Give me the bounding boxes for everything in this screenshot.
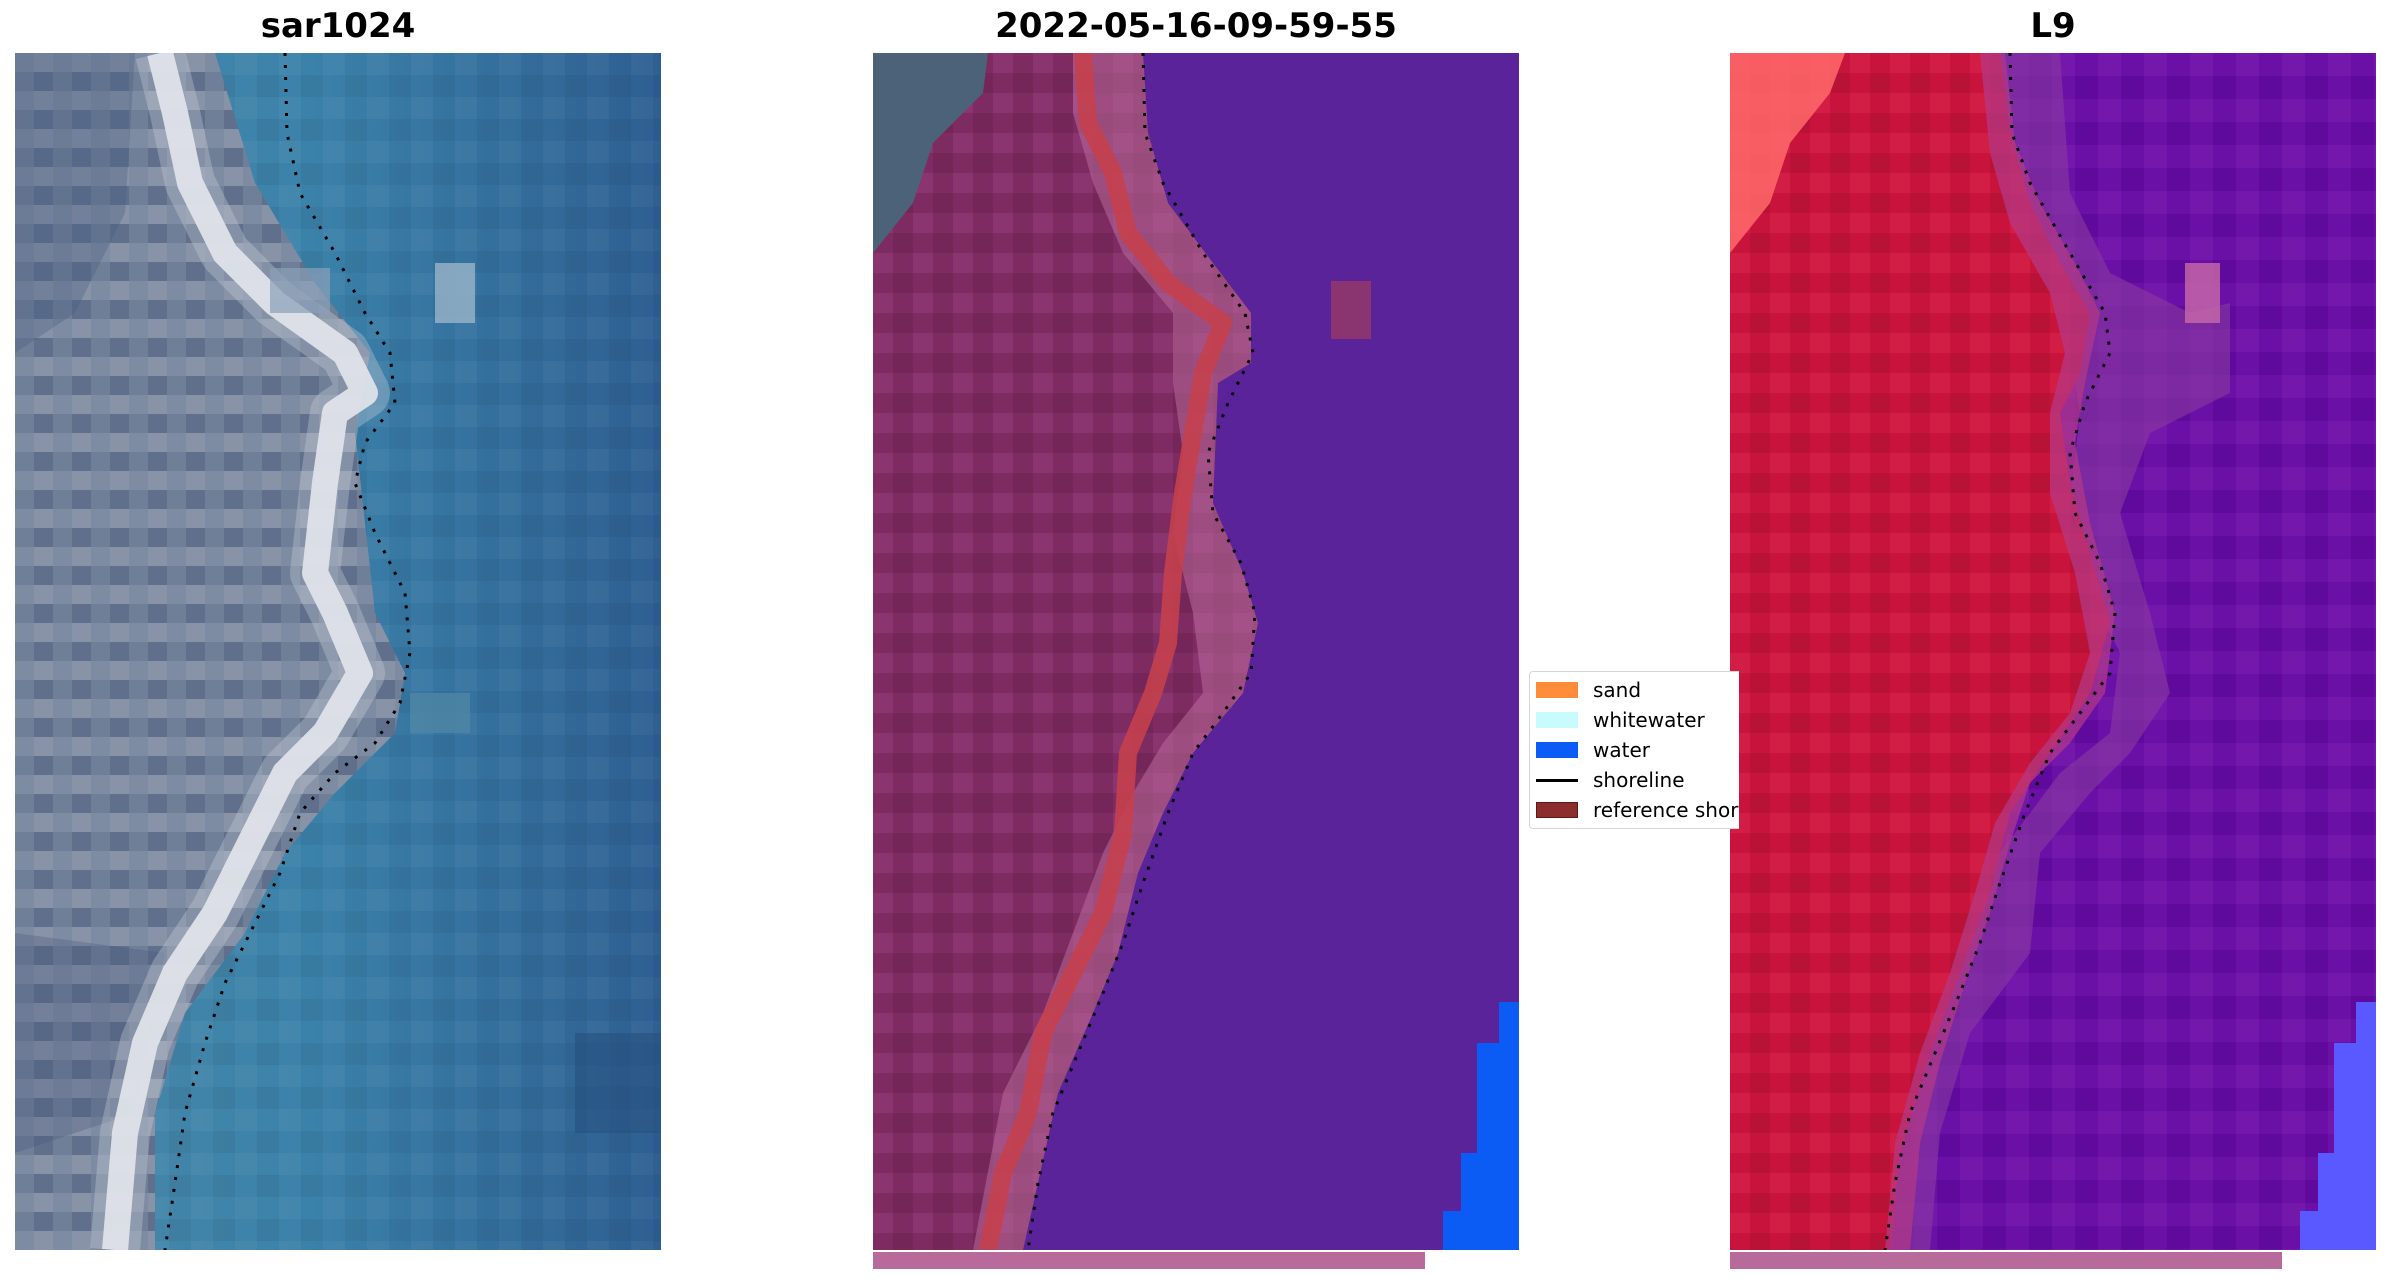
bottom-band-classified bbox=[873, 1252, 1425, 1269]
bottom-band-false-color bbox=[1730, 1252, 2282, 1269]
legend-item-water: water bbox=[1536, 738, 1650, 762]
classified-panel bbox=[873, 53, 1519, 1250]
panel-title-rgb: sar1024 bbox=[260, 6, 416, 46]
reference-shoreline-band bbox=[979, 53, 1232, 1250]
legend-item-sand: sand bbox=[1536, 678, 1641, 702]
legend-swatch-whitewater bbox=[1536, 712, 1578, 728]
legend-swatch-reference-shoreline bbox=[1536, 802, 1578, 818]
legend-swatch-shoreline bbox=[1536, 778, 1578, 782]
legend-label-reference-shoreline: reference shoreline bbox=[1593, 798, 1739, 822]
legend-item-whitewater: whitewater bbox=[1536, 708, 1705, 732]
legend-item-shoreline: shoreline bbox=[1536, 768, 1685, 792]
panel-title-classified: 2022-05-16-09-59-55 bbox=[995, 6, 1397, 46]
false-color-panel bbox=[1730, 53, 2376, 1250]
legend-label-whitewater: whitewater bbox=[1593, 708, 1705, 732]
legend-swatch-sand bbox=[1536, 682, 1578, 698]
classified-image bbox=[873, 53, 1519, 1250]
legend-item-reference-shoreline: reference shoreline bbox=[1536, 798, 1739, 822]
rgb-satellite-image bbox=[15, 53, 661, 1250]
shoreline-rgb bbox=[163, 53, 412, 1250]
legend-swatch-water bbox=[1536, 742, 1578, 758]
shoreline-classified bbox=[1026, 53, 1257, 1250]
legend-label-water: water bbox=[1593, 738, 1650, 762]
legend-label-sand: sand bbox=[1593, 678, 1642, 702]
rgb-satellite-panel bbox=[15, 53, 661, 1250]
legend-label-shoreline: shoreline bbox=[1593, 768, 1685, 792]
panel-title-false-color: L9 bbox=[2030, 6, 2076, 46]
false-color-image bbox=[1730, 53, 2376, 1250]
legend: sand whitewater water shoreline referenc… bbox=[1529, 671, 1739, 829]
